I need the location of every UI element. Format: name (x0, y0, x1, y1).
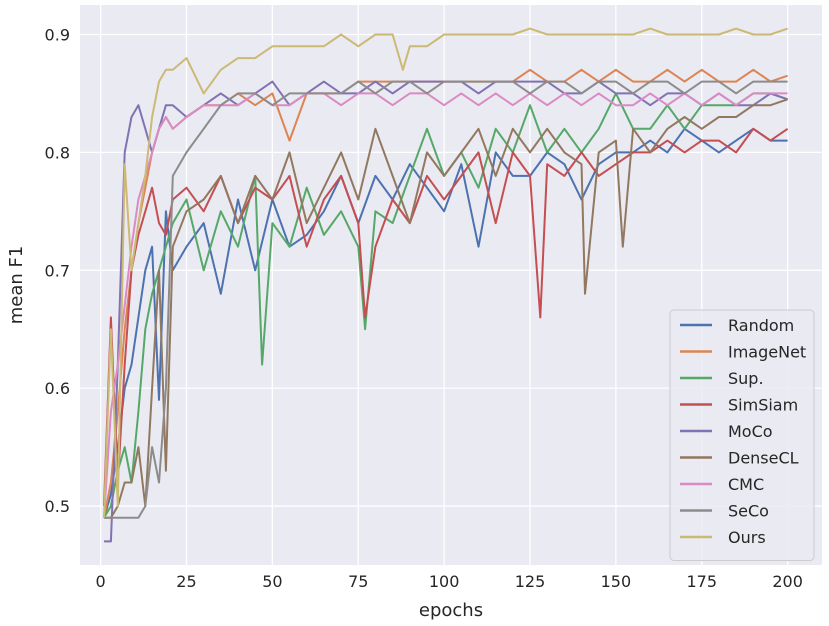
legend-entry: MoCo (728, 422, 773, 441)
x-axis-ticks: 0 25 50 75 100 125 150 175 200 (96, 572, 803, 591)
series-line-seco (104, 80, 788, 519)
series-lines (103, 27, 789, 543)
legend-entry: CMC (728, 475, 764, 494)
y-tick-label: 0.9 (45, 25, 70, 44)
legend-entry: SimSiam (728, 396, 798, 415)
x-axis-label: epochs (419, 600, 483, 621)
x-tick-label: 0 (96, 572, 106, 591)
legend: Random ImageNet Sup. SimSiam MoCo DenseCL CMC S… (669, 309, 815, 561)
legend-box (669, 309, 815, 561)
y-axis-ticks: 0.5 0.6 0.7 0.8 0.9 (45, 25, 70, 516)
y-tick-label: 0.5 (45, 497, 70, 516)
legend-entry: DenseCL (728, 449, 799, 468)
series-line-densecl (104, 98, 788, 519)
series-line-cmc (103, 92, 788, 518)
legend-entry: Ours (728, 528, 766, 547)
x-tick-label: 200 (772, 572, 803, 591)
y-tick-label: 0.8 (45, 143, 70, 162)
x-tick-label: 25 (176, 572, 196, 591)
legend-entry: SeCo (728, 502, 769, 521)
x-tick-label: 50 (262, 572, 282, 591)
legend-entry: ImageNet (728, 343, 806, 362)
y-tick-label: 0.6 (45, 379, 70, 398)
x-tick-label: 150 (601, 572, 632, 591)
x-tick-label: 75 (348, 572, 368, 591)
legend-entry: Random (728, 316, 794, 335)
legend-entry: Sup. (728, 369, 764, 388)
x-tick-label: 125 (515, 572, 546, 591)
y-tick-label: 0.7 (45, 261, 70, 280)
series-line-ours (103, 27, 788, 518)
y-axis-label: mean F1 (6, 246, 27, 325)
x-tick-label: 100 (429, 572, 460, 591)
x-tick-label: 175 (686, 572, 717, 591)
